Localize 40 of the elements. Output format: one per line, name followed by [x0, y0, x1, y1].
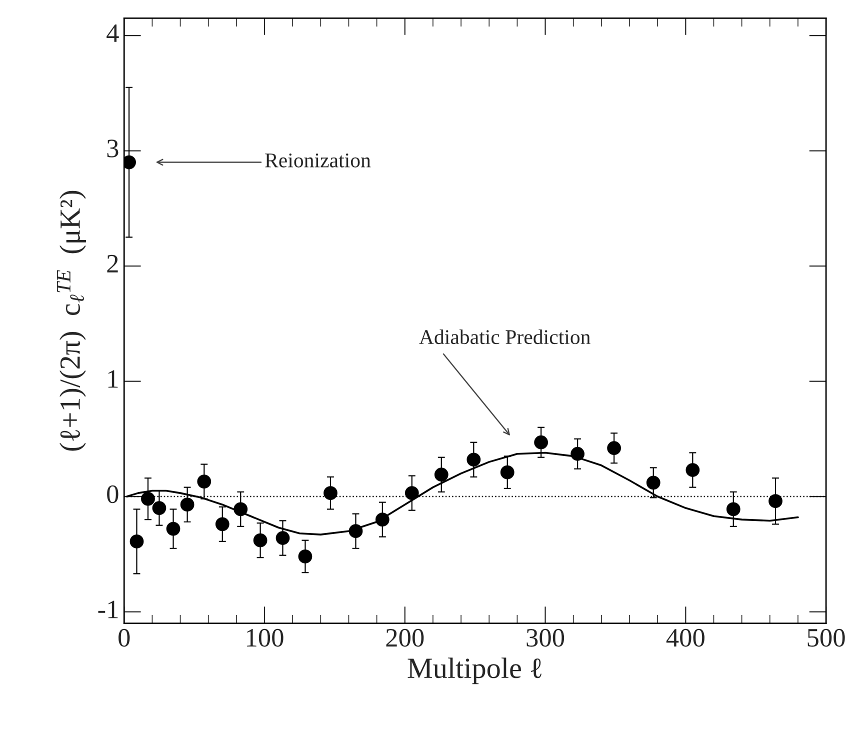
point [234, 502, 248, 516]
y-tick-label: 4 [106, 24, 119, 42]
x-tick-label: 500 [808, 628, 845, 647]
point [166, 522, 180, 536]
x-axis-title: Multipole ℓ [408, 658, 542, 684]
y-tick-label: 3 [107, 140, 118, 158]
y-tick-label: 0 [107, 485, 118, 504]
point [276, 531, 290, 545]
point [434, 468, 448, 482]
point [500, 465, 514, 480]
point [466, 452, 481, 467]
point [768, 494, 782, 508]
x-tick-label: 300 [526, 628, 564, 647]
point [253, 533, 268, 548]
point [686, 463, 700, 477]
point [130, 534, 144, 548]
x-tick-label: 100 [247, 628, 284, 647]
y-tick-label: 1 [108, 370, 118, 388]
x-tick-label: 200 [386, 628, 424, 647]
point [375, 512, 390, 527]
point [607, 441, 622, 456]
point [646, 476, 660, 490]
point [534, 435, 548, 450]
point [348, 524, 363, 538]
point [570, 446, 585, 461]
annotation: Adiabatic Prediction [419, 329, 590, 344]
x-tick-label: 400 [666, 628, 704, 647]
y-axis-title: (ℓ+1)/(2π) c$_{ℓ}$$^{TE}$ (μK²) [57, 190, 86, 451]
point [197, 474, 212, 488]
y-tick-label: -1 [98, 600, 118, 618]
point [404, 486, 419, 500]
point [324, 486, 338, 500]
point [141, 492, 155, 506]
point [726, 502, 740, 516]
annotation: Reionization [265, 153, 371, 168]
point [180, 498, 194, 512]
point [298, 550, 312, 564]
point [152, 501, 166, 515]
y-tick-label: 2 [107, 254, 118, 272]
point [215, 517, 230, 532]
